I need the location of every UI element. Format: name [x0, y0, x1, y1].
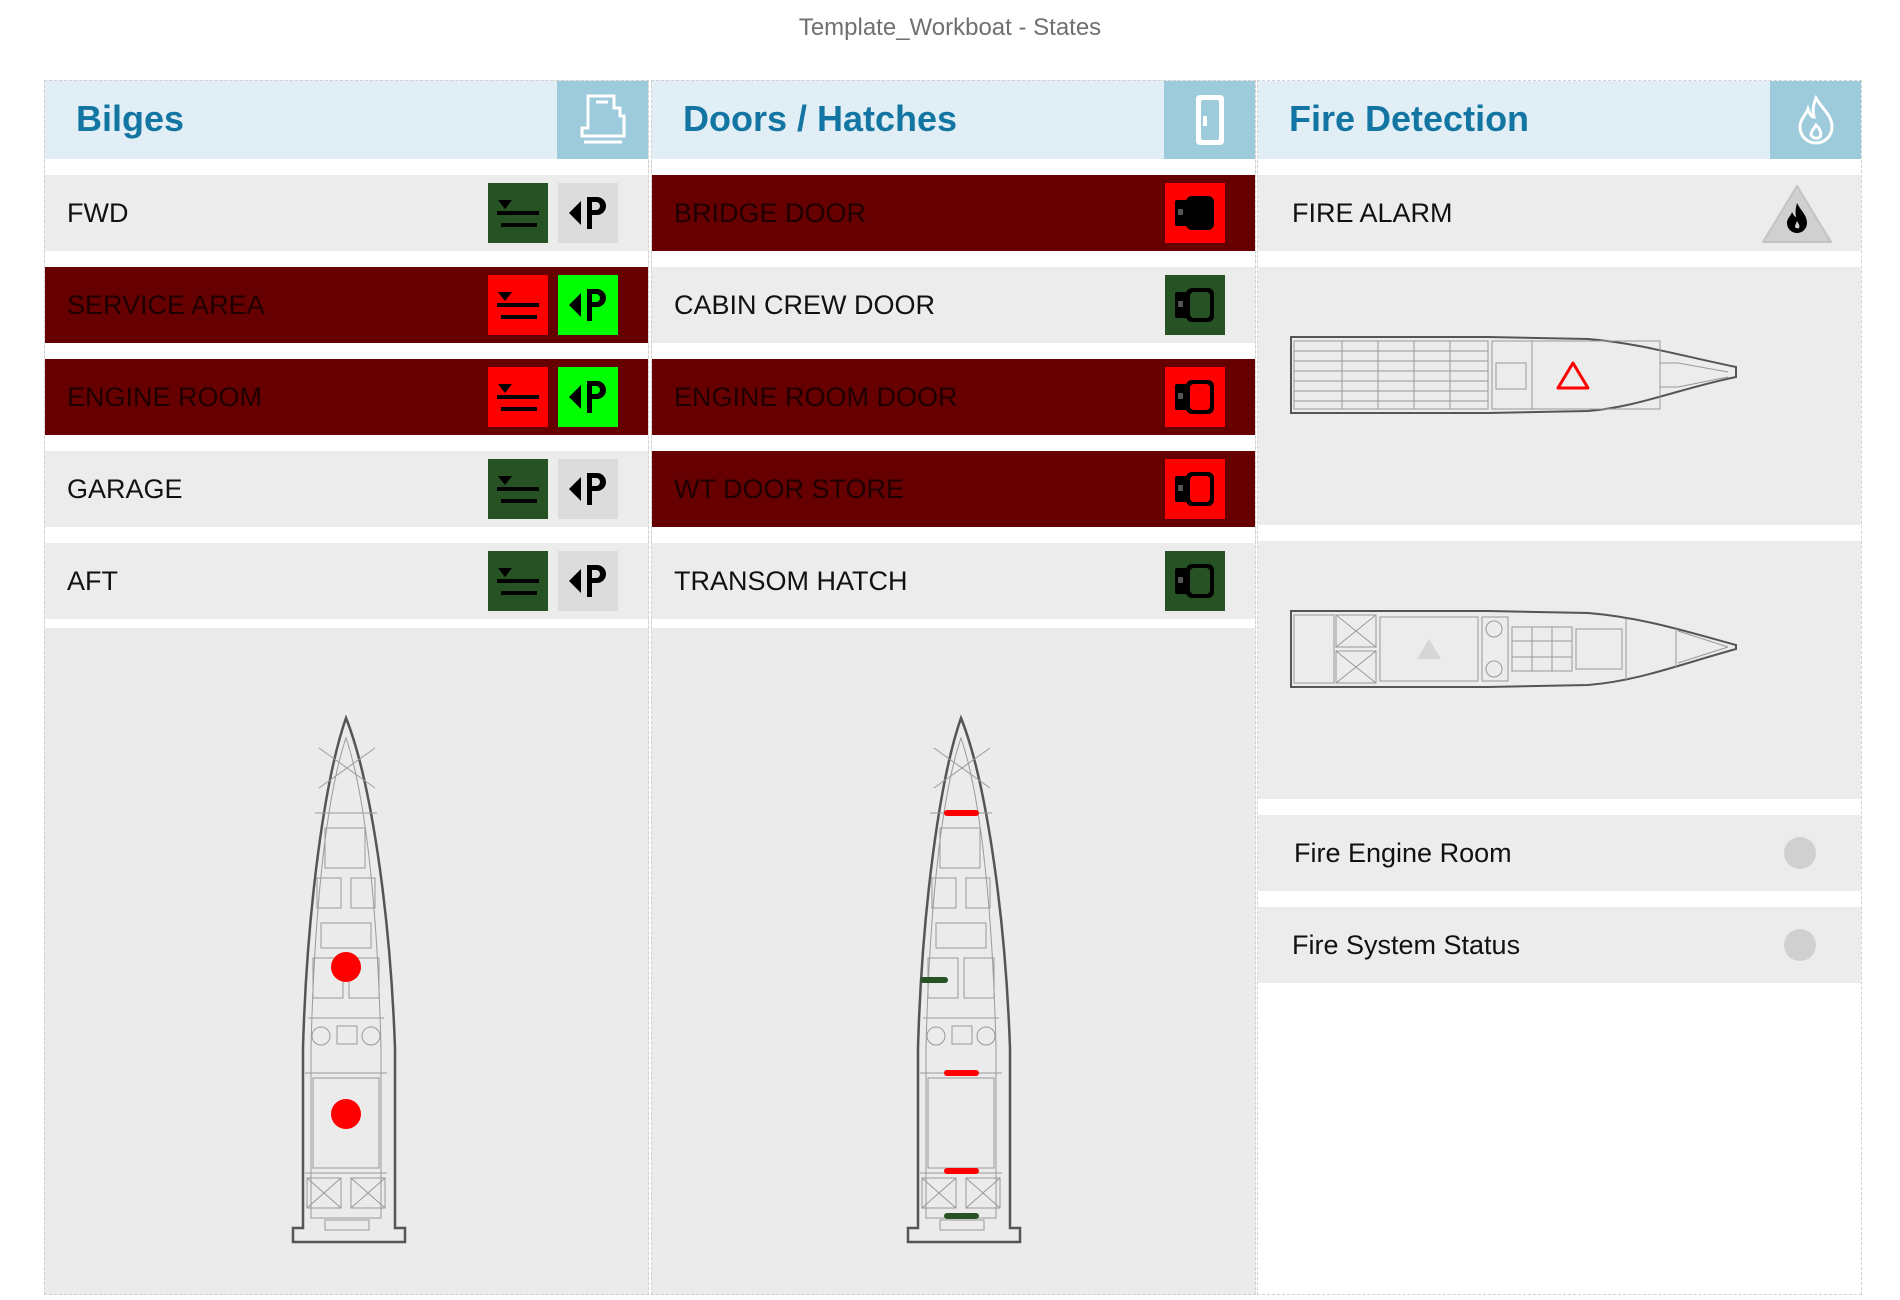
- bilges-panel: Bilges FWD SERVICE AREA: [44, 80, 649, 1295]
- fire-alarm-row: FIRE ALARM: [1258, 175, 1861, 251]
- bilge-pump-icon: [557, 81, 648, 159]
- bilge-level-button[interactable]: [488, 459, 548, 519]
- door-status-button[interactable]: [1165, 459, 1225, 519]
- fire-status-label: Fire Engine Room: [1294, 838, 1512, 868]
- doors-header: Doors / Hatches: [652, 81, 1255, 159]
- fire-panel: Fire Detection FIRE ALARM: [1257, 80, 1862, 1295]
- bilge-level-button[interactable]: [488, 183, 548, 243]
- fire-status-label: Fire System Status: [1292, 930, 1521, 960]
- door-status-button[interactable]: [1165, 367, 1225, 427]
- bilge-row-engine-room: ENGINE ROOM: [45, 359, 648, 435]
- bilge-row-aft: AFT: [45, 543, 648, 619]
- bilge-level-button[interactable]: [488, 367, 548, 427]
- door-label: ENGINE ROOM DOOR: [674, 382, 958, 412]
- bilge-vessel-diagram: [45, 628, 648, 1294]
- bilges-header: Bilges: [45, 81, 648, 159]
- flame-icon: [1770, 81, 1861, 159]
- window-title: Template_Workboat - States: [798, 14, 1102, 41]
- fire-header: Fire Detection: [1258, 81, 1861, 159]
- bilge-label: GARAGE: [67, 474, 183, 504]
- door-label: TRANSOM HATCH: [674, 566, 908, 596]
- bilges-title: Bilges: [76, 98, 185, 139]
- door-row-engine-room-door: ENGINE ROOM DOOR: [652, 359, 1255, 435]
- door-status-button[interactable]: [1165, 183, 1225, 243]
- door-row-wt-door-store: WT DOOR STORE: [652, 451, 1255, 527]
- bilge-level-button[interactable]: [488, 275, 548, 335]
- door-status-button[interactable]: [1165, 551, 1225, 611]
- bilge-pump-button[interactable]: [558, 275, 618, 335]
- fire-alarm-label: FIRE ALARM: [1292, 198, 1453, 228]
- bilge-level-button[interactable]: [488, 551, 548, 611]
- bilge-label: SERVICE AREA: [67, 290, 265, 320]
- door-status-button[interactable]: [1165, 275, 1225, 335]
- bilge-label: ENGINE ROOM: [67, 382, 263, 412]
- bilge-pump-button[interactable]: [558, 183, 618, 243]
- fire-title: Fire Detection: [1289, 98, 1530, 139]
- door-label: BRIDGE DOOR: [674, 198, 867, 228]
- fire-warning-icon: [1761, 183, 1833, 245]
- bilge-row-service-area: SERVICE AREA: [45, 267, 648, 343]
- fire-engine-room-indicator: [1784, 837, 1816, 869]
- bilge-pump-button[interactable]: [558, 459, 618, 519]
- bilge-label: FWD: [67, 198, 129, 228]
- door-row-cabin-crew-door: CABIN CREW DOOR: [652, 267, 1255, 343]
- bilge-row-fwd: FWD: [45, 175, 648, 251]
- door-row-transom-hatch: TRANSOM HATCH: [652, 543, 1255, 619]
- bilge-row-garage: GARAGE: [45, 451, 648, 527]
- bilge-label: AFT: [67, 566, 118, 596]
- door-icon: [1164, 81, 1255, 159]
- door-row-bridge-door: BRIDGE DOOR: [652, 175, 1255, 251]
- fire-system-status-indicator: [1784, 929, 1816, 961]
- fire-deck-plan-upper: [1258, 267, 1861, 525]
- fire-system-status-row: Fire System Status: [1258, 907, 1861, 983]
- door-label: CABIN CREW DOOR: [674, 290, 936, 320]
- bilge-pump-button[interactable]: [558, 551, 618, 611]
- fire-deck-plan-lower: [1258, 541, 1861, 799]
- bilge-pump-button[interactable]: [558, 367, 618, 427]
- doors-vessel-diagram: [652, 628, 1255, 1294]
- doors-panel: Doors / Hatches BRIDGE DOOR CABIN CREW D…: [651, 80, 1256, 1295]
- fire-engine-room-row: Fire Engine Room: [1258, 815, 1861, 891]
- door-label: WT DOOR STORE: [674, 474, 905, 504]
- doors-title: Doors / Hatches: [683, 98, 958, 139]
